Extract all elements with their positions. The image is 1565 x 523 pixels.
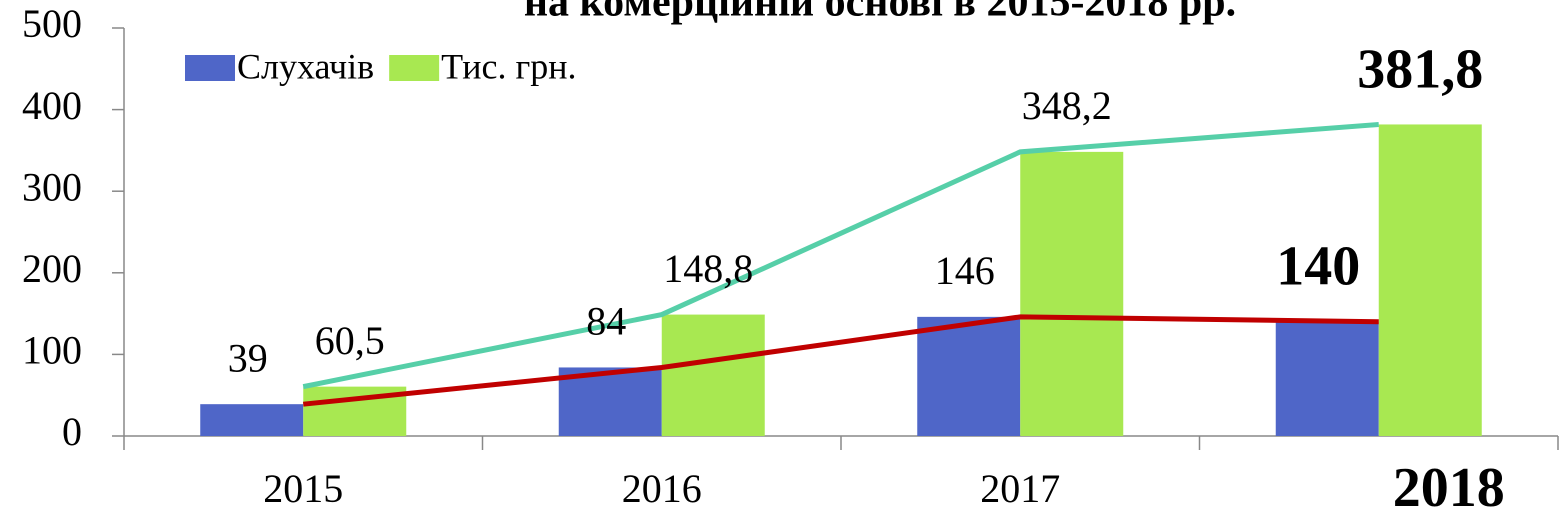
bar	[558, 367, 662, 436]
value-label: 381,8	[1357, 38, 1483, 100]
trend-line	[302, 121, 1379, 390]
value-label: 140	[1276, 236, 1360, 298]
legend-label: Слухачів	[237, 46, 374, 86]
value-label: 60,5	[315, 318, 385, 363]
y-tick-label: 400	[22, 83, 82, 128]
value-label: 39	[228, 335, 268, 380]
y-tick-label: 300	[22, 164, 82, 209]
trend-line	[302, 314, 1379, 407]
y-tick-label: 100	[22, 328, 82, 373]
bar	[1275, 321, 1379, 436]
x-tick-label: 2018	[1393, 457, 1505, 519]
legend-swatch	[185, 55, 235, 81]
bar	[917, 316, 1021, 436]
legend-swatch	[389, 55, 440, 81]
x-tick-label: 2017	[980, 466, 1060, 511]
bar	[200, 404, 304, 436]
legend-label: Тис. грн.	[441, 46, 576, 86]
value-label: 84	[586, 299, 626, 344]
x-tick-label: 2016	[622, 466, 702, 511]
y-tick-label: 200	[22, 246, 82, 291]
value-label: 348,2	[1022, 83, 1112, 128]
x-tick-label: 2015	[263, 466, 343, 511]
bar	[1020, 151, 1124, 436]
y-tick-label: 500	[22, 1, 82, 46]
bar	[661, 314, 765, 436]
value-label: 146	[935, 248, 995, 293]
value-label: 148,8	[663, 246, 753, 291]
y-tick-label: 0	[62, 409, 82, 454]
chart-title: на комерційній основі в 2015-2018 рр.	[524, 0, 1236, 26]
bar	[1378, 124, 1482, 436]
